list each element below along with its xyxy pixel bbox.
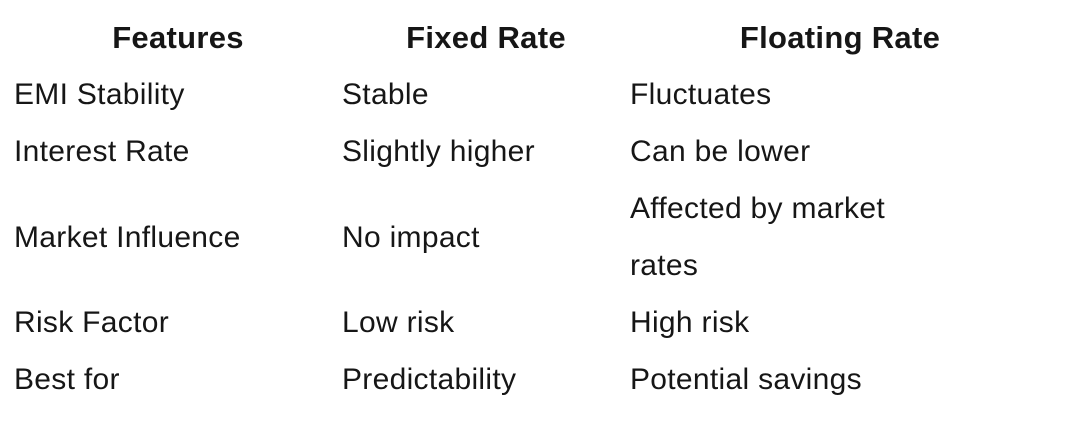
- cell-floating-rate: High risk: [630, 306, 750, 339]
- cell-fixed-rate: Predictability: [342, 363, 517, 396]
- cell-fixed-rate: Stable: [342, 78, 429, 111]
- cell-fixed-rate: Slightly higher: [342, 135, 535, 168]
- rate-comparison-table: Features Fixed Rate Floating Rate EMI St…: [14, 0, 1073, 408]
- column-header-floating-rate: Floating Rate: [739, 20, 941, 55]
- cell-floating-rate: Fluctuates: [630, 78, 772, 111]
- cell-feature: EMI Stability: [14, 78, 185, 111]
- cell-floating-rate: Can be lower: [630, 135, 811, 168]
- column-header-fixed-rate: Fixed Rate: [406, 20, 566, 55]
- cell-feature: Interest Rate: [14, 135, 190, 168]
- cell-floating-rate: Potential savings: [630, 363, 862, 396]
- cell-feature: Risk Factor: [14, 306, 169, 339]
- cell-floating-rate-text: Affected by market rates: [630, 192, 894, 282]
- cell-feature: Best for: [14, 363, 120, 396]
- cell-fixed-rate: No impact: [342, 220, 480, 254]
- cell-floating-rate: Affected by market rates: [630, 180, 1050, 294]
- column-header-features: Features: [112, 20, 244, 55]
- cell-feature: Market Influence: [14, 220, 241, 254]
- cell-fixed-rate: Low risk: [342, 306, 455, 339]
